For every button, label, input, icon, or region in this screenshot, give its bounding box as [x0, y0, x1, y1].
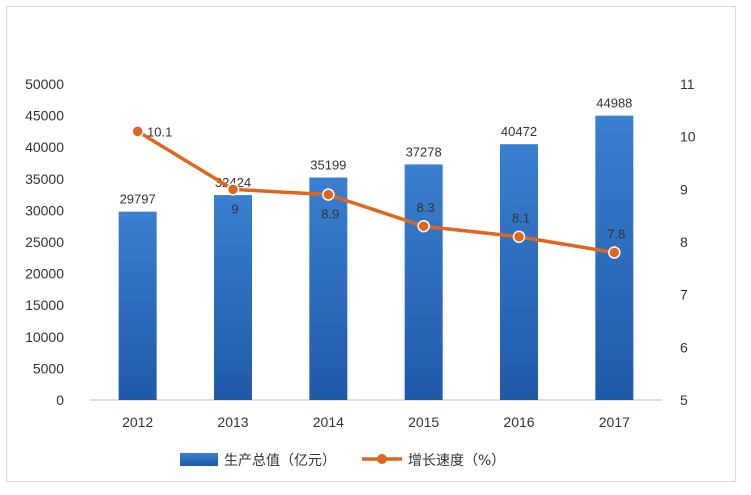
growth-line	[136, 129, 615, 255]
y-right-tick-label: 6	[680, 339, 688, 355]
bar	[404, 164, 443, 400]
y-left-tick-label: 40000	[25, 139, 64, 155]
growth-data-label: 8.3	[417, 200, 435, 215]
bar-data-label: 37278	[406, 144, 442, 159]
growth-data-label: 8.9	[321, 207, 339, 222]
x-tick-label: 2017	[599, 414, 630, 430]
y-left-tick-label: 0	[56, 392, 64, 408]
bar-data-label: 44988	[596, 96, 632, 111]
y-right-tick-label: 7	[680, 287, 688, 303]
bar-data-label: 32424	[215, 175, 251, 190]
bar-data-label: 29797	[120, 192, 156, 207]
legend-line-label: 增长速度（%）	[408, 453, 505, 469]
bar	[214, 195, 252, 400]
growth-data-label: 9	[231, 201, 238, 216]
bar-data-label: 40472	[501, 124, 537, 139]
growth-point	[322, 188, 335, 201]
bar	[118, 211, 157, 400]
y-left-tick-label: 35000	[25, 171, 64, 187]
growth-data-label: 7.8	[607, 227, 625, 242]
x-tick-label: 2016	[503, 414, 534, 430]
x-tick-label: 2013	[217, 414, 248, 430]
y-left-tick-label: 20000	[25, 266, 64, 282]
y-left-tick-label: 45000	[25, 108, 64, 124]
x-tick-label: 2014	[313, 414, 344, 430]
y-left-tick-label: 5000	[33, 360, 64, 376]
y-right-tick-label: 8	[680, 234, 688, 250]
y-left-tick-label: 25000	[25, 234, 64, 250]
x-tick-label: 2015	[408, 414, 439, 430]
bar	[500, 144, 538, 400]
y-right-tick-label: 10	[680, 129, 696, 145]
y-right-tick-label: 5	[680, 392, 688, 408]
bar	[309, 177, 348, 400]
y-left-tick-label: 30000	[25, 202, 64, 218]
growth-point	[512, 230, 526, 243]
growth-data-label: 10.1	[147, 124, 172, 139]
legend-line-marker	[377, 454, 387, 464]
growth-data-label: 8.1	[512, 211, 530, 226]
y-right-tick-label: 9	[680, 181, 688, 197]
growth-point	[131, 125, 144, 138]
growth-point	[226, 183, 240, 196]
growth-point	[417, 219, 430, 233]
y-right-tick-label: 11	[680, 76, 695, 92]
growth-point	[608, 246, 621, 259]
y-left-tick-label: 50000	[25, 76, 64, 92]
legend-bar-label: 生产总值（亿元）	[224, 453, 336, 469]
y-left-tick-label: 15000	[25, 297, 64, 313]
x-tick-label: 2012	[122, 414, 153, 430]
bar-data-label: 35199	[310, 158, 346, 173]
legend-bar-swatch	[180, 453, 218, 466]
y-left-tick-label: 10000	[25, 329, 64, 345]
